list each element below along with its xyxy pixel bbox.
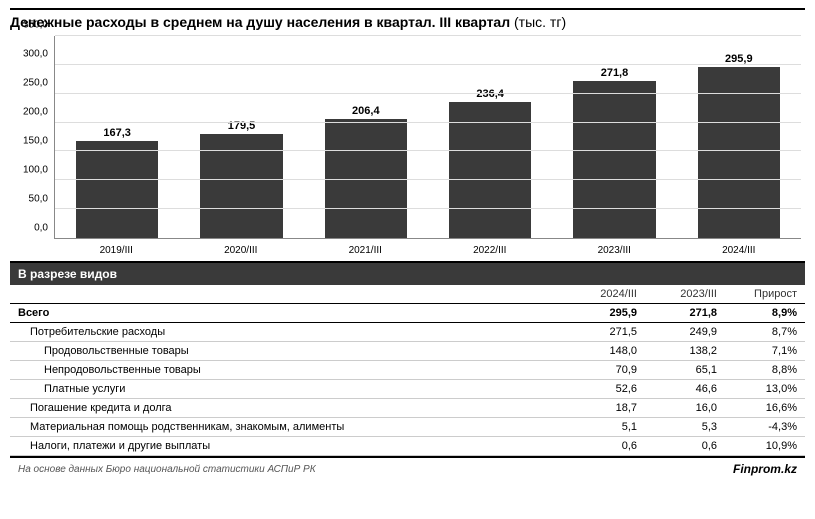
- table-cell: 271,8: [645, 304, 725, 323]
- bar-rect: [573, 81, 655, 238]
- table-cell: 46,6: [645, 380, 725, 399]
- y-tick-label: 100,0: [23, 165, 48, 176]
- grid-line: [55, 208, 801, 209]
- grid-line: [55, 64, 801, 65]
- table-cell: 271,5: [565, 323, 645, 342]
- title-unit: (тыс. тг): [514, 14, 566, 30]
- x-tick-label: 2019/III: [54, 241, 179, 261]
- x-tick-label: 2022/III: [428, 241, 553, 261]
- table-cell: Материальная помощь родственникам, знако…: [10, 418, 565, 437]
- y-tick-label: 150,0: [23, 136, 48, 147]
- table-cell: 16,6%: [725, 399, 805, 418]
- footer-source: На основе данных Бюро национальной стати…: [18, 464, 316, 475]
- y-tick-label: 0,0: [34, 223, 48, 234]
- table-row: Налоги, платежи и другие выплаты0,60,610…: [10, 437, 805, 456]
- page-title: Денежные расходы в среднем на душу насел…: [10, 8, 805, 30]
- table-row: Продовольственные товары148,0138,27,1%: [10, 342, 805, 361]
- table-row: Непродовольственные товары70,965,18,8%: [10, 361, 805, 380]
- x-tick-label: 2020/III: [179, 241, 304, 261]
- table-cell: 8,8%: [725, 361, 805, 380]
- table-row: Погашение кредита и долга18,716,016,6%: [10, 399, 805, 418]
- table-row: Всего295,9271,88,9%: [10, 304, 805, 323]
- x-tick-label: 2021/III: [303, 241, 428, 261]
- title-main: Денежные расходы в среднем на душу насел…: [10, 14, 510, 30]
- grid-line: [55, 122, 801, 123]
- table-cell: 18,7: [565, 399, 645, 418]
- table-cell: 70,9: [565, 361, 645, 380]
- table-cell: 0,6: [645, 437, 725, 456]
- table-row: Потребительские расходы271,5249,98,7%: [10, 323, 805, 342]
- table-cell: 10,9%: [725, 437, 805, 456]
- grid-line: [55, 35, 801, 36]
- table-cell: Платные услуги: [10, 380, 565, 399]
- y-tick-label: 50,0: [29, 194, 48, 205]
- table-cell: 138,2: [645, 342, 725, 361]
- table-cell: 52,6: [565, 380, 645, 399]
- table-section-header: В разрезе видов: [10, 261, 805, 285]
- table-cell: Всего: [10, 304, 565, 323]
- grid-line: [55, 93, 801, 94]
- x-axis-labels: 2019/III2020/III2021/III2022/III2023/III…: [54, 241, 801, 261]
- table-cell: 249,9: [645, 323, 725, 342]
- table-cell: 5,3: [645, 418, 725, 437]
- bar-value-label: 271,8: [601, 67, 629, 79]
- col-label: [10, 285, 565, 304]
- bar-value-label: 167,3: [103, 127, 131, 139]
- y-tick-label: 300,0: [23, 49, 48, 60]
- bar-value-label: 206,4: [352, 105, 380, 117]
- table-header-row: 2024/III 2023/III Прирост: [10, 285, 805, 304]
- footer: На основе данных Бюро национальной стати…: [10, 456, 805, 476]
- grid-line: [55, 179, 801, 180]
- col-growth: Прирост: [725, 285, 805, 304]
- table-cell: Потребительские расходы: [10, 323, 565, 342]
- col-2023: 2023/III: [645, 285, 725, 304]
- table-cell: 13,0%: [725, 380, 805, 399]
- table-cell: 0,6: [565, 437, 645, 456]
- y-tick-label: 350,0: [23, 20, 48, 31]
- x-tick-label: 2024/III: [677, 241, 802, 261]
- table-cell: 65,1: [645, 361, 725, 380]
- table-row: Платные услуги52,646,613,0%: [10, 380, 805, 399]
- table-cell: 16,0: [645, 399, 725, 418]
- bar-rect: [76, 141, 158, 238]
- table-cell: 7,1%: [725, 342, 805, 361]
- y-tick-label: 200,0: [23, 107, 48, 118]
- col-2024: 2024/III: [565, 285, 645, 304]
- footer-brand: Finprom.kz: [733, 462, 797, 476]
- table-cell: Налоги, платежи и другие выплаты: [10, 437, 565, 456]
- y-tick-label: 250,0: [23, 78, 48, 89]
- bar-chart: 0,050,0100,0150,0200,0250,0300,0350,0 16…: [14, 36, 805, 261]
- table-cell: 295,9: [565, 304, 645, 323]
- breakdown-table: 2024/III 2023/III Прирост Всего295,9271,…: [10, 285, 805, 456]
- table-cell: Продовольственные товары: [10, 342, 565, 361]
- plot-area: 167,3179,5206,4236,4271,8295,9: [54, 36, 801, 239]
- table-cell: 8,9%: [725, 304, 805, 323]
- y-axis: 0,050,0100,0150,0200,0250,0300,0350,0: [14, 36, 50, 239]
- table-cell: Погашение кредита и долга: [10, 399, 565, 418]
- table-cell: 8,7%: [725, 323, 805, 342]
- table-cell: 5,1: [565, 418, 645, 437]
- grid-line: [55, 150, 801, 151]
- table-cell: -4,3%: [725, 418, 805, 437]
- table-cell: 148,0: [565, 342, 645, 361]
- table-row: Материальная помощь родственникам, знако…: [10, 418, 805, 437]
- x-tick-label: 2023/III: [552, 241, 677, 261]
- table-cell: Непродовольственные товары: [10, 361, 565, 380]
